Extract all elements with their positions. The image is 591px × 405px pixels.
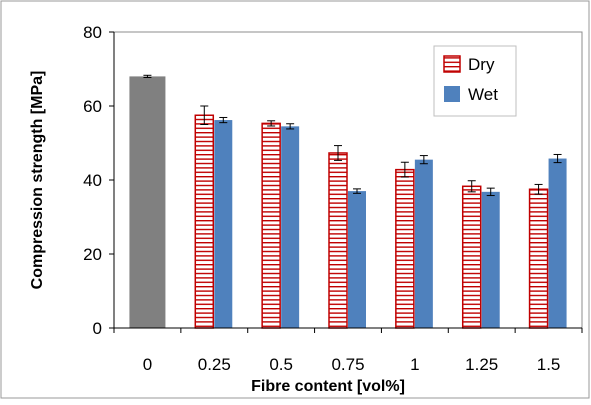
error-bar-wet — [219, 116, 228, 124]
error-bar-reference — [143, 74, 152, 79]
legend-swatch-wet — [444, 86, 460, 102]
x-tick-label: 1.5 — [537, 355, 561, 374]
y-tick-label: 80 — [83, 23, 102, 42]
bar-wet — [281, 126, 300, 328]
bar-wet — [414, 159, 433, 328]
legend: Dry Wet — [433, 45, 517, 117]
error-bar-wet — [553, 153, 562, 164]
y-tick-label: 40 — [83, 171, 102, 190]
bar-reference — [129, 76, 166, 329]
error-bar-wet — [486, 187, 495, 197]
error-bar-dry — [334, 145, 342, 161]
x-tick-label: 0.25 — [198, 355, 231, 374]
bar-wet — [214, 120, 233, 328]
error-bar-wet — [353, 188, 361, 194]
bar-wet — [481, 191, 500, 328]
x-tick-label: 1 — [410, 355, 419, 374]
bar-wet — [548, 158, 567, 328]
y-tick-label: 60 — [83, 97, 102, 116]
bar-dry — [395, 168, 415, 329]
x-tick-label: 1.25 — [465, 355, 498, 374]
bar-dry — [194, 114, 215, 329]
x-tick-label: 0.5 — [269, 355, 293, 374]
x-axis-title: Fibre content [vol%] — [251, 378, 405, 395]
bar-dry — [261, 122, 281, 329]
y-tick-label: 20 — [83, 245, 102, 264]
error-bar-dry — [200, 105, 209, 125]
error-bar-dry — [267, 120, 276, 127]
legend-swatch-dry — [443, 55, 461, 73]
error-bar-wet — [286, 123, 295, 130]
error-bar-dry — [400, 161, 409, 178]
legend-label-dry: Dry — [468, 55, 495, 74]
bar-wet — [348, 191, 366, 328]
y-tick-label: 0 — [93, 319, 102, 338]
bar-dry — [328, 152, 348, 329]
y-axis-title: Compression strength [MPa] — [29, 71, 46, 290]
bar-dry — [528, 188, 549, 329]
x-tick-label: 0 — [143, 355, 152, 374]
legend-label-wet: Wet — [468, 85, 498, 104]
x-tick-label: 0.75 — [331, 355, 364, 374]
error-bar-wet — [419, 155, 428, 165]
error-bar-dry — [467, 180, 476, 193]
bar-dry — [461, 185, 482, 329]
error-bar-dry — [534, 183, 543, 195]
